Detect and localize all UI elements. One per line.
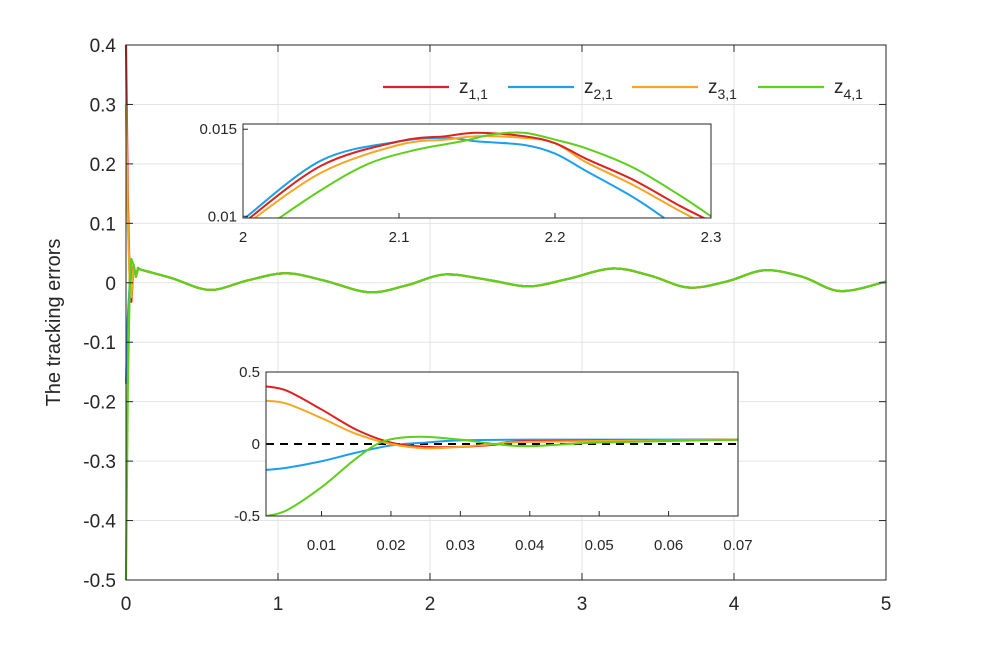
legend-entry-label: z2,1 bbox=[584, 77, 613, 102]
y-tick-label: -0.2 bbox=[83, 393, 116, 414]
y-tick-label: 0.2 bbox=[90, 155, 116, 176]
x-tick-label: 2 bbox=[425, 594, 436, 615]
inset-x-tick-label: 0.01 bbox=[307, 537, 336, 554]
x-tick-label: 1 bbox=[273, 594, 284, 615]
y-tick-label: -0.5 bbox=[83, 571, 116, 592]
inset-x-tick-label: 2 bbox=[239, 229, 247, 246]
inset-y-tick-label: 0.015 bbox=[199, 121, 237, 138]
inset-series-line bbox=[277, 131, 711, 218]
series-line-4-1 bbox=[124, 257, 887, 581]
inset-x-tick-label: 0.04 bbox=[515, 537, 544, 554]
inset-top-zoom: 2 2.1 2.2 2.3 0.015 0.01 bbox=[199, 121, 721, 246]
main-ticks: 0 1 2 3 4 5 0.4 0.3 0.2 0.1 0 -0.1 -0.2 -0.3 -0.4 -0.5 bbox=[83, 36, 891, 615]
inset-series-line bbox=[243, 136, 665, 218]
inset-lines bbox=[266, 385, 738, 516]
inset-series-line bbox=[253, 135, 696, 218]
y-tick-label: -0.3 bbox=[83, 452, 116, 473]
legend-entry-label: z3,1 bbox=[708, 77, 737, 102]
inset-x-tick-label: 2.3 bbox=[701, 229, 722, 246]
inset-x-tick-label: 0.05 bbox=[585, 537, 614, 554]
y-tick-label: 0.3 bbox=[90, 95, 116, 116]
x-tick-label: 4 bbox=[729, 594, 740, 615]
inset-y-tick-label: 0.5 bbox=[239, 364, 260, 381]
inset-y-tick-label: 0.01 bbox=[208, 208, 237, 225]
legend-entry-label: z4,1 bbox=[834, 77, 863, 102]
inset-x-tick-label: 0.06 bbox=[654, 537, 683, 554]
inset-x-tick-label: 0.03 bbox=[446, 537, 475, 554]
x-tick-label: 3 bbox=[577, 594, 588, 615]
inset-bottom-zoom: 0.01 0.02 0.03 0.04 0.05 0.06 0.07 0.5 0 -0.5 bbox=[234, 364, 752, 554]
y-tick-label: -0.4 bbox=[83, 512, 116, 533]
inset-y-tick-label: -0.5 bbox=[234, 508, 260, 525]
y-tick-label: -0.1 bbox=[83, 333, 116, 354]
inset-background bbox=[243, 124, 711, 218]
y-tick-label: 0.1 bbox=[90, 214, 116, 235]
main-series-lines bbox=[124, 44, 887, 581]
legend-entry-label: z1,1 bbox=[459, 77, 488, 102]
y-tick-label: 0 bbox=[105, 274, 116, 295]
inset-x-tick-label: 2.2 bbox=[545, 229, 566, 246]
inset-frame bbox=[242, 123, 712, 219]
inset-lines bbox=[243, 131, 711, 218]
inset-x-tick-label: 0.02 bbox=[376, 537, 405, 554]
legend: z1,1 z2,1 z3,1 z4,1 bbox=[383, 77, 863, 102]
x-tick-label: 5 bbox=[881, 594, 892, 615]
inset-x-tick-label: 0.07 bbox=[723, 537, 752, 554]
inset-x-tick-label: 2.1 bbox=[389, 229, 410, 246]
main-axes-frame bbox=[125, 44, 887, 581]
y-tick-label: 0.4 bbox=[90, 36, 117, 57]
inset-series-line bbox=[266, 435, 738, 516]
x-tick-label: 0 bbox=[121, 594, 132, 615]
y-axis-label: The tracking errors bbox=[43, 239, 65, 407]
inset-y-tick-label: 0 bbox=[252, 436, 260, 453]
inset-series-line bbox=[266, 399, 738, 450]
inset-series-line bbox=[248, 131, 707, 218]
